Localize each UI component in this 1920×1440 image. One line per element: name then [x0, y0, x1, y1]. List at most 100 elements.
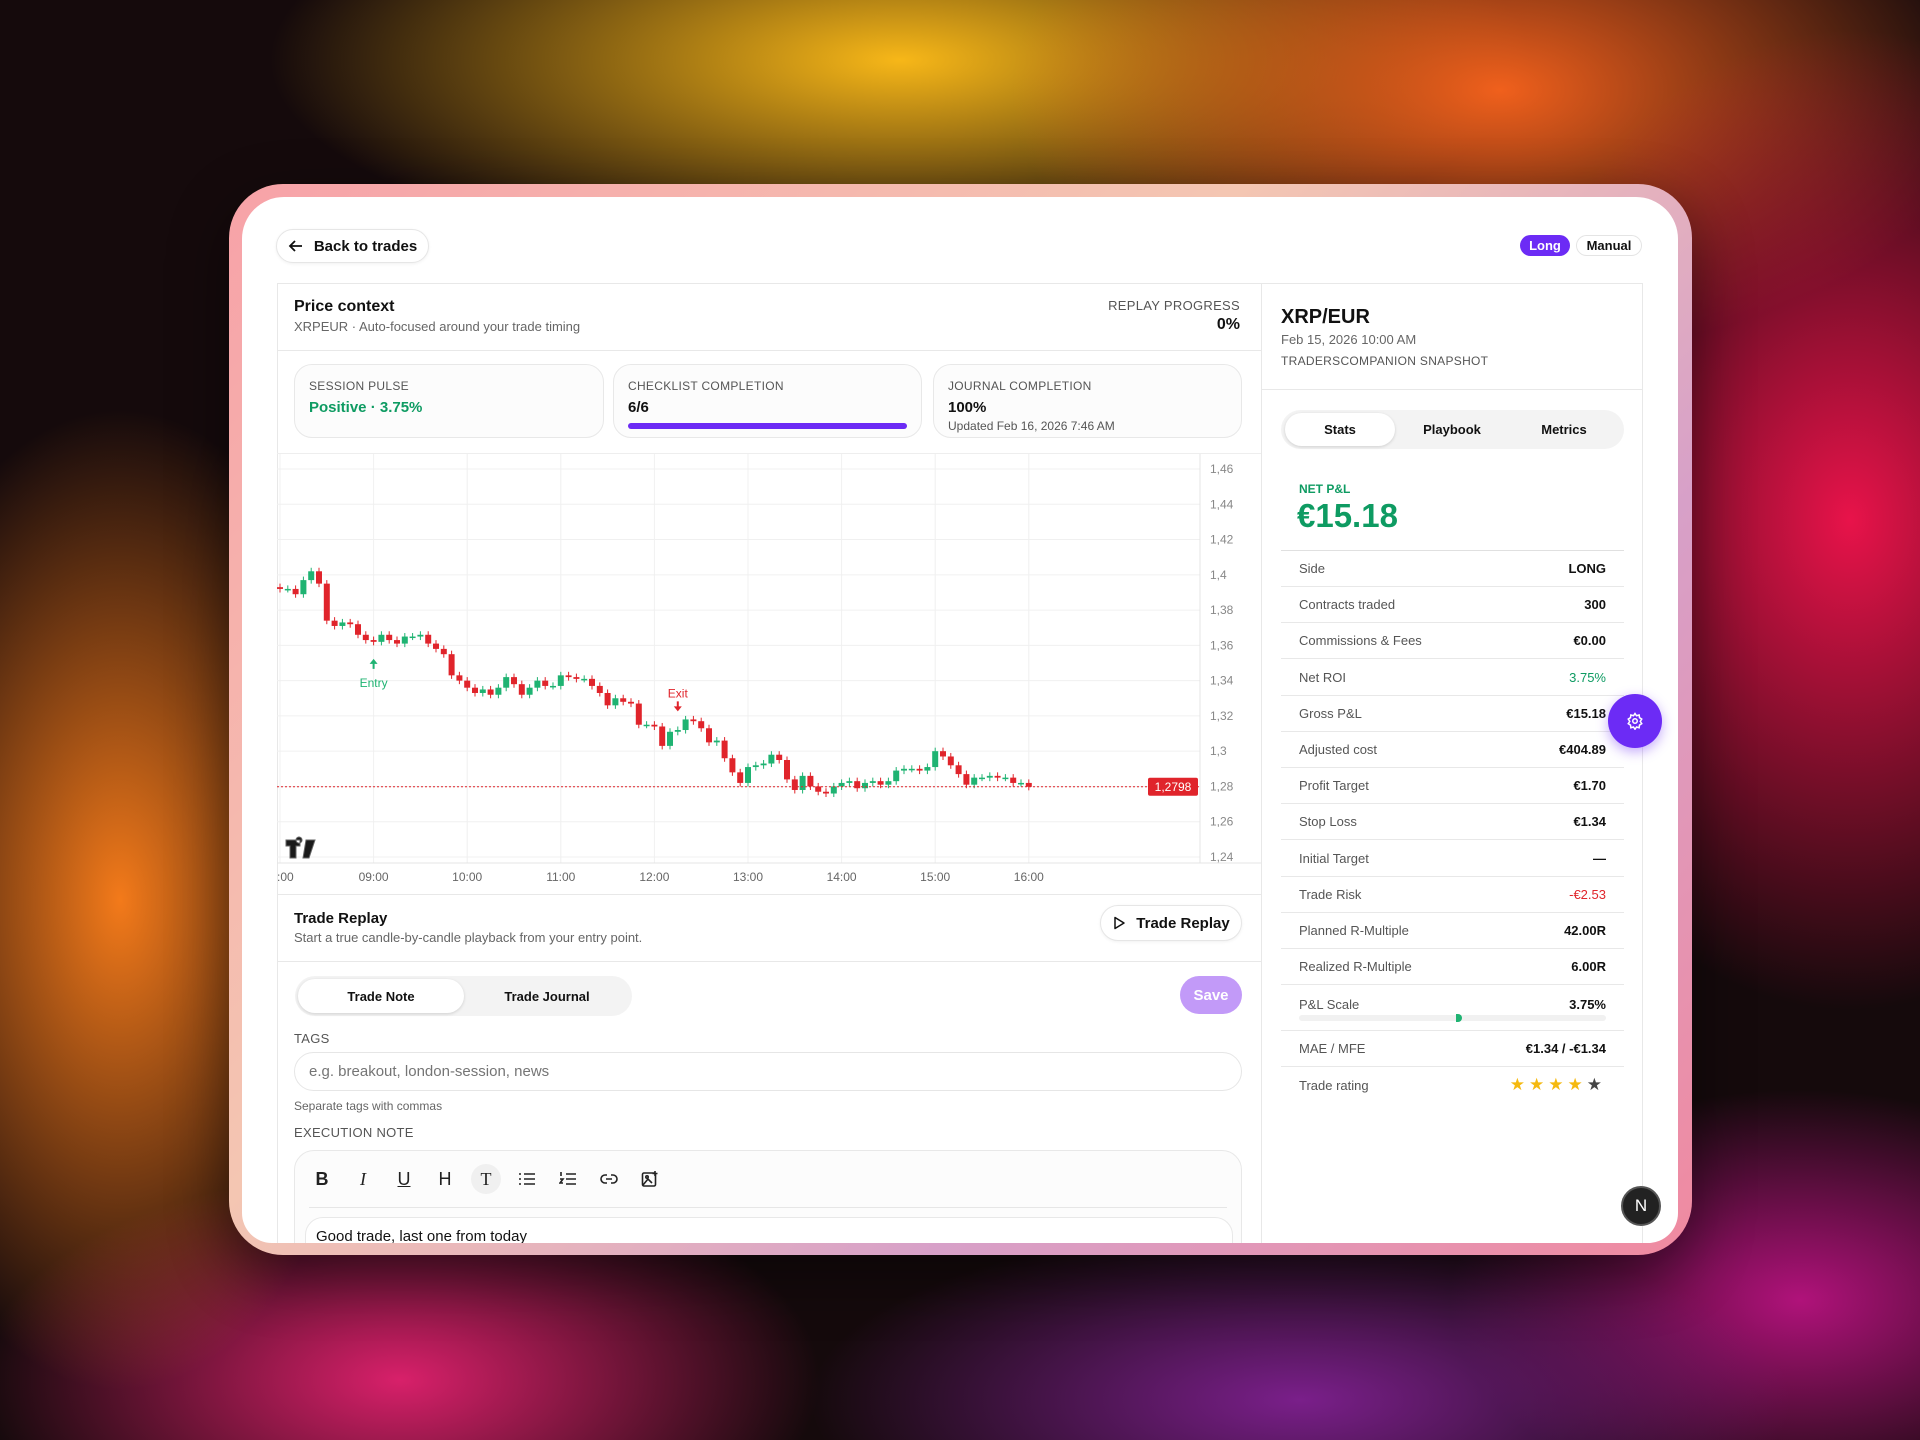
y-tick-label: 1,46	[1210, 462, 1234, 476]
stat-value: €1.34	[1573, 814, 1606, 830]
candle	[440, 648, 447, 655]
stat-value: 42.00R	[1564, 923, 1606, 938]
candle	[355, 624, 361, 635]
candle	[378, 634, 385, 642]
candle	[815, 786, 822, 792]
exit-label: Exit	[668, 686, 689, 700]
candle	[635, 703, 642, 725]
replay-progress-value: 0%	[1216, 316, 1240, 333]
star-icon[interactable]: ★	[1509, 1075, 1529, 1094]
tab-trade-note[interactable]: Trade Note	[298, 979, 464, 1013]
stat-row: Planned R-Multiple 42.00R	[1281, 913, 1624, 949]
stat-row: Realized R-Multiple 6.00R	[1281, 949, 1624, 986]
candle	[300, 580, 307, 595]
candle	[791, 779, 798, 790]
stat-label: Trade Risk	[1299, 886, 1362, 902]
italic-icon[interactable]: I	[360, 1168, 366, 1189]
tab-playbook[interactable]: Playbook	[1423, 422, 1481, 437]
execution-note-input[interactable]: Good trade, last one from today	[305, 1217, 1233, 1243]
divider	[309, 1207, 1227, 1208]
candle	[846, 781, 853, 783]
divider	[277, 894, 1261, 895]
star-rating[interactable]: ★★★★★	[1510, 1075, 1606, 1095]
stat-label: Side	[1299, 561, 1326, 576]
stat-label: Commissions & Fees	[1299, 633, 1422, 649]
candle	[620, 698, 627, 702]
candle	[893, 770, 900, 782]
bold-icon[interactable]: B	[315, 1168, 329, 1189]
star-icon[interactable]: ★	[1567, 1075, 1587, 1094]
candle	[784, 760, 790, 780]
candle	[292, 588, 299, 595]
checklist-card: CHECKLIST COMPLETION 6/6	[613, 364, 922, 438]
candle	[994, 775, 1001, 778]
candle	[331, 620, 338, 626]
candle	[394, 640, 400, 644]
candle	[518, 684, 525, 695]
tab-trade-journal[interactable]: Trade Journal	[504, 988, 590, 1004]
image-plus-icon[interactable]	[635, 1164, 665, 1194]
settings-fab[interactable]	[1608, 694, 1662, 748]
candle	[737, 772, 744, 783]
candle	[433, 643, 439, 649]
y-tick-label: 1,44	[1210, 497, 1234, 511]
exit-arrow-icon	[673, 701, 682, 712]
tags-input[interactable]	[294, 1052, 1242, 1091]
candle	[674, 730, 681, 732]
numbered-list-icon[interactable]	[553, 1164, 583, 1194]
candle	[323, 583, 330, 621]
stat-value: -€2.53	[1569, 886, 1606, 902]
stat-label: Realized R-Multiple	[1299, 959, 1412, 975]
underline-icon[interactable]: U	[397, 1168, 411, 1189]
candle	[682, 719, 689, 731]
heading-icon[interactable]: H	[438, 1168, 452, 1189]
pl-scale-track	[1299, 1014, 1606, 1022]
save-button[interactable]: Save	[1180, 976, 1242, 1014]
candle	[542, 680, 549, 686]
candle	[573, 677, 580, 679]
card-label: SESSION PULSE	[309, 379, 409, 393]
mode-badge: Manual	[1576, 235, 1642, 256]
stat-label: Initial Target	[1299, 850, 1369, 866]
execution-note-editor: B I U H T Good trade, last one from toda…	[294, 1150, 1242, 1243]
candle	[986, 775, 993, 778]
candle	[659, 726, 666, 746]
star-icon[interactable]: ★	[1586, 1075, 1606, 1094]
pl-scale-row: P&L Scale 3.75%	[1281, 985, 1624, 1031]
trade-date: Feb 15, 2026 10:00 AM	[1281, 332, 1417, 347]
stat-row: Trade Risk -€2.53	[1281, 877, 1624, 913]
stat-value: €15.18	[1566, 705, 1606, 721]
pl-scale-label: P&L Scale	[1299, 997, 1360, 1012]
candle	[612, 698, 619, 706]
candle	[448, 654, 455, 676]
session-pulse-card: SESSION PULSE Positive · 3.75%	[294, 364, 604, 438]
candle	[979, 777, 985, 780]
pair-title: XRP/EUR	[1281, 306, 1370, 328]
tab-metrics[interactable]: Metrics	[1541, 422, 1587, 437]
pl-scale-marker	[1455, 1014, 1462, 1022]
stat-row: Gross P&L €15.18	[1281, 696, 1624, 732]
link-icon[interactable]	[594, 1164, 624, 1194]
stat-row: Contracts traded 300	[1281, 587, 1624, 624]
candle	[908, 768, 915, 771]
stat-value: €0.00	[1573, 633, 1606, 649]
bullet-list-icon[interactable]	[512, 1164, 542, 1194]
star-icon[interactable]: ★	[1548, 1075, 1568, 1094]
divider	[277, 453, 1261, 454]
entry-arrow-icon	[369, 658, 378, 669]
stat-value: —	[1593, 850, 1606, 866]
candle	[425, 634, 432, 644]
tab-stats[interactable]: Stats	[1285, 413, 1395, 446]
candle	[901, 768, 907, 771]
n-badge[interactable]: N	[1621, 1186, 1661, 1226]
text-style-icon[interactable]: T	[471, 1164, 501, 1194]
candle	[643, 724, 650, 727]
trade-replay-button[interactable]: Trade Replay	[1100, 905, 1242, 941]
stat-value: 6.00R	[1571, 959, 1606, 975]
x-tick-label: 12:00	[639, 870, 669, 884]
candle	[1025, 782, 1032, 787]
star-icon[interactable]: ★	[1529, 1075, 1549, 1094]
back-to-trades-button[interactable]: Back to trades	[276, 229, 429, 263]
candle	[869, 781, 876, 783]
price-chart[interactable]: 1,46 1,44 1,42 1,4 1,38 1,36 1,34 1,32 1,3 1,28 1,…	[277, 454, 1261, 894]
